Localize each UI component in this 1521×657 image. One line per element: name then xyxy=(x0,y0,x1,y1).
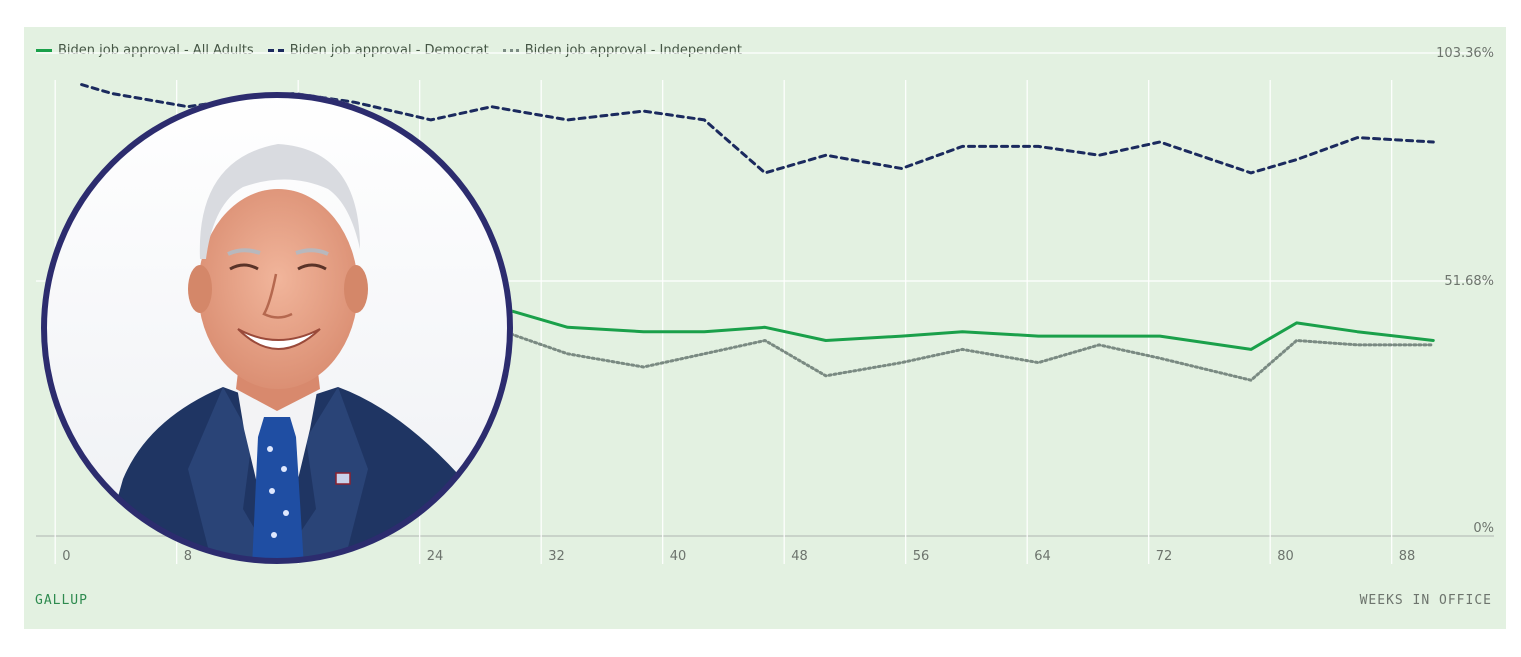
smile xyxy=(237,328,321,350)
y-tick-label: 103.36% xyxy=(1436,46,1494,61)
suit-lapel-right xyxy=(277,387,368,559)
legend-label: Biden job approval - Democrat xyxy=(289,42,489,58)
x-tick-label: 40 xyxy=(670,549,687,564)
eye-right xyxy=(297,263,327,271)
x-axis-title: WEEKS IN OFFICE xyxy=(1359,593,1492,608)
suit-lapel-left xyxy=(188,387,277,559)
y-tick-label: 0% xyxy=(1473,521,1494,536)
legend-swatch xyxy=(36,48,52,52)
eyebrow-right xyxy=(295,248,329,256)
x-tick-label: 32 xyxy=(548,549,565,564)
x-tick-label: 56 xyxy=(913,549,930,564)
legend-item-1: Biden job approval - All Adults xyxy=(36,43,254,58)
necktie xyxy=(252,417,304,559)
legend-item-3: Biden job approval - Independent xyxy=(502,42,742,58)
legend-label: Biden job approval - Independent xyxy=(524,42,742,58)
flag-pin-icon xyxy=(335,472,351,485)
legend-swatch xyxy=(267,48,284,52)
hair xyxy=(199,144,360,259)
x-tick-label: 24 xyxy=(427,549,444,564)
portrait-photo-icon xyxy=(41,92,513,564)
nose xyxy=(262,273,293,319)
source-label: GALLUP xyxy=(35,593,88,608)
legend-item-2: Biden job approval - Democrat xyxy=(267,42,489,58)
x-tick-label: 8 xyxy=(184,549,192,564)
x-tick-label: 72 xyxy=(1156,549,1173,564)
face xyxy=(198,189,358,389)
eye-left xyxy=(229,263,259,271)
chart-legend: Biden job approval - All Adults Biden job… xyxy=(36,41,742,59)
legend-swatch xyxy=(502,48,519,52)
ear-left xyxy=(188,265,212,313)
x-tick-label: 80 xyxy=(1277,549,1294,564)
legend-label: Biden job approval - All Adults xyxy=(58,42,254,58)
x-tick-label: 88 xyxy=(1399,549,1416,564)
eyebrow-left xyxy=(227,248,261,256)
x-tick-label: 0 xyxy=(62,549,70,564)
x-tick-label: 48 xyxy=(791,549,808,564)
y-tick-label: 51.68% xyxy=(1444,274,1494,289)
ear-right xyxy=(344,265,368,313)
x-tick-label: 64 xyxy=(1034,549,1051,564)
